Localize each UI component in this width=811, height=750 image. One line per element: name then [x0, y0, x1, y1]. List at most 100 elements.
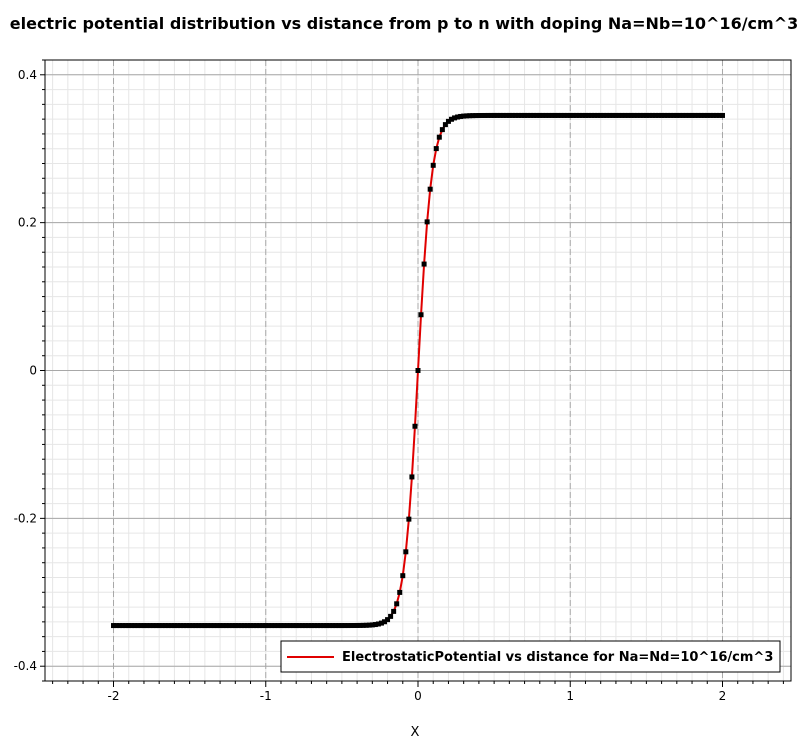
data-point [409, 474, 415, 480]
data-point [254, 623, 260, 629]
data-point [461, 113, 467, 119]
data-point [625, 112, 631, 118]
data-point [448, 116, 454, 122]
data-point [598, 112, 604, 118]
data-point [637, 112, 643, 118]
data-point [114, 623, 120, 629]
data-point [205, 623, 211, 629]
data-point [576, 112, 582, 118]
data-point [683, 112, 689, 118]
data-point [573, 112, 579, 118]
data-point [549, 112, 555, 118]
data-point [132, 623, 138, 629]
y-tick-label: 0 [29, 364, 37, 378]
data-point [680, 112, 686, 118]
data-point [388, 613, 394, 619]
data-point [555, 112, 561, 118]
x-axis: -2 -1 0 1 2 [52, 681, 784, 703]
data-point [369, 622, 375, 628]
data-point [458, 113, 464, 119]
data-point [251, 623, 257, 629]
x-tick-label: -2 [108, 689, 120, 703]
data-point [214, 623, 220, 629]
data-point [604, 112, 610, 118]
data-point [582, 112, 588, 118]
data-point [479, 112, 485, 118]
data-point [467, 113, 473, 119]
data-point [659, 112, 665, 118]
data-point [235, 623, 241, 629]
y-tick-label: -0.4 [14, 659, 37, 673]
data-point [199, 623, 205, 629]
data-point [613, 112, 619, 118]
x-tick-label: 1 [566, 689, 574, 703]
data-point [171, 623, 177, 629]
data-point [299, 623, 305, 629]
data-point [656, 112, 662, 118]
data-point [595, 112, 601, 118]
data-point [111, 623, 117, 629]
data-point [512, 112, 518, 118]
data-point [442, 122, 448, 128]
x-tick-label: 2 [719, 689, 727, 703]
data-point [241, 623, 247, 629]
data-point [318, 623, 324, 629]
y-tick-label: 0.2 [18, 216, 37, 230]
legend: ElectrostaticPotential vs distance for N… [280, 640, 781, 673]
data-point [628, 112, 634, 118]
legend-label: ElectrostaticPotential vs distance for N… [342, 650, 773, 665]
data-point [391, 608, 397, 614]
legend-box [280, 640, 781, 673]
data-point [515, 112, 521, 118]
data-point [324, 623, 330, 629]
data-point [677, 112, 683, 118]
data-point [646, 112, 652, 118]
data-point [348, 623, 354, 629]
data-point [534, 112, 540, 118]
data-point [138, 623, 144, 629]
x-axis-label: X [411, 725, 420, 740]
data-point [619, 112, 625, 118]
data-point [293, 623, 299, 629]
data-point [540, 112, 546, 118]
data-point [378, 620, 384, 626]
data-point [500, 112, 506, 118]
data-point [269, 623, 275, 629]
data-point [713, 112, 719, 118]
data-point [473, 113, 479, 119]
data-point [485, 112, 491, 118]
data-point [120, 623, 126, 629]
data-point [710, 112, 716, 118]
data-point [640, 112, 646, 118]
data-point [327, 623, 333, 629]
data-point [394, 601, 400, 607]
data-point [695, 112, 701, 118]
data-point [238, 623, 244, 629]
data-point [336, 623, 342, 629]
data-point [156, 623, 162, 629]
data-point [418, 312, 424, 318]
data-point [351, 623, 357, 629]
data-point [144, 623, 150, 629]
data-point [330, 623, 336, 629]
data-point [260, 623, 266, 629]
data-point [372, 622, 378, 628]
data-point [278, 623, 284, 629]
data-point [525, 112, 531, 118]
data-point [470, 113, 476, 119]
data-point [397, 589, 403, 595]
data-point [698, 112, 704, 118]
data-point [284, 623, 290, 629]
data-point [168, 623, 174, 629]
data-point [592, 112, 598, 118]
data-point [494, 112, 500, 118]
data-point [190, 623, 196, 629]
data-point [488, 112, 494, 118]
data-point [421, 261, 427, 267]
data-point [519, 112, 525, 118]
data-point [272, 623, 278, 629]
data-point [287, 623, 293, 629]
data-point [232, 623, 238, 629]
data-point [217, 623, 223, 629]
